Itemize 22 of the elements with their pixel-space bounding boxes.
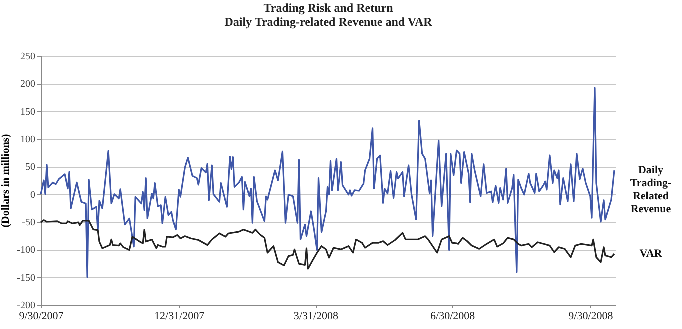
chart-subtitle: Daily Trading-related Revenue and VAR xyxy=(224,15,433,29)
x-tick-label: 3/31/2008 xyxy=(294,310,340,322)
chart-title: Trading Risk and Return xyxy=(264,1,394,15)
y-tick-label: 200 xyxy=(20,79,36,90)
text: VAR xyxy=(640,248,664,260)
series-label: Daily Trading-Related Revenue xyxy=(630,164,672,216)
x-tick-label: 9/30/2007 xyxy=(19,310,64,322)
y-tick-label: -50 xyxy=(22,218,36,228)
y-tick-label: 150 xyxy=(20,106,36,118)
x-tick-label: 6/30/2008 xyxy=(430,310,476,322)
line-series xyxy=(40,87,616,278)
y-tick-label: 100 xyxy=(20,134,36,146)
line-series xyxy=(40,220,616,270)
y-tick-label: 0 xyxy=(30,190,36,201)
y-tick-label: 250 xyxy=(20,52,36,62)
y-tick-label: -100 xyxy=(17,245,36,256)
x-tick-label: 12/31/2007 xyxy=(154,310,206,322)
y-tick-label: -200 xyxy=(17,300,36,312)
y-axis-title: (Dollars in millions) xyxy=(0,134,12,228)
x-tick-label: 9/30/2008 xyxy=(568,310,614,322)
y-tick-label: 50 xyxy=(26,162,36,174)
y-tick-label: -150 xyxy=(17,272,36,284)
